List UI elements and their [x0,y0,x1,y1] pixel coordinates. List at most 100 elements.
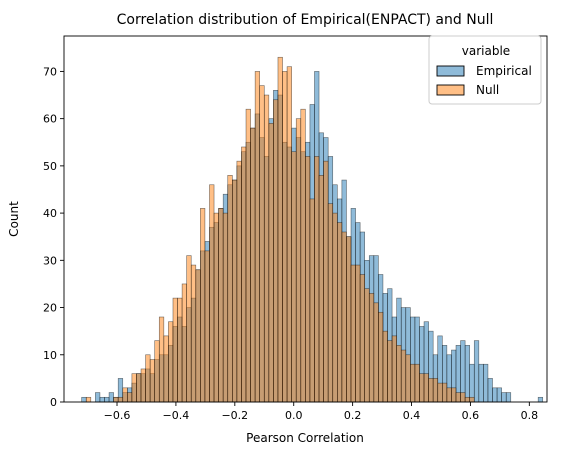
null-bar [286,66,292,403]
null-bar [122,387,128,403]
null-bar [341,231,347,403]
x-tick-label: 0.8 [521,409,539,422]
null-bar [250,127,256,403]
null-bar [222,212,229,403]
empirical-bar [501,392,507,403]
null-bar [273,99,279,403]
y-tick-label: 10 [43,349,57,362]
null-bar [423,373,429,403]
null-bar [291,151,297,403]
null-bar [318,175,324,403]
null-bar [455,392,461,403]
null-bar [464,396,470,403]
null-bar [378,311,384,403]
y-tick-label: 60 [43,113,57,126]
x-tick-label: 0.2 [344,409,362,422]
null-bar [168,321,174,403]
null-bar [368,293,375,403]
null-bar [254,71,260,403]
empirical-bar [505,392,512,403]
null-bar [446,387,452,403]
null-bar [428,378,434,403]
null-bar [469,396,475,403]
x-tick-label: −0.2 [221,409,248,422]
empirical-bar [473,340,480,403]
null-bar [213,212,219,403]
x-axis-label: Pearson Correlation [246,431,364,445]
null-bar [204,250,210,403]
y-tick-label: 20 [43,302,57,315]
empirical-bar [104,396,110,403]
chart-title: Correlation distribution of Empirical(EN… [117,12,494,28]
null-bar [227,175,233,403]
null-bar [300,108,306,403]
y-tick-label: 0 [50,396,57,409]
null-bar [309,198,315,403]
null-bar [209,184,215,403]
y-tick-label: 50 [43,160,57,173]
null-bar [117,396,124,403]
null-bar [190,264,197,403]
null-bar [259,85,265,403]
null-bar [400,349,407,403]
null-bar [177,297,183,403]
empirical-bar [99,396,105,403]
empirical-bar [537,396,544,403]
null-bar [263,94,270,403]
null-bar [382,330,388,403]
null-bar [364,288,370,403]
y-tick-label: 70 [43,65,57,78]
null-bar [410,363,416,403]
null-bar [337,222,343,403]
null-bar [432,378,439,403]
y-axis: 0 10 20 30 40 50 60 70 [43,65,64,409]
null-bar [131,373,137,403]
legend-label: Empirical [476,64,532,78]
legend: variable Empirical Null [428,35,542,105]
null-bar [163,335,169,403]
y-tick-label: 40 [43,207,57,220]
legend-items: Empirical Null [436,64,532,97]
null-bar [419,373,425,403]
empirical-bar [483,363,489,403]
null-bar [323,160,329,403]
null-bar [172,297,178,403]
legend-title: variable [462,44,510,58]
null-bar [460,392,466,403]
x-tick-label: 0.4 [403,409,421,422]
null-bar [154,340,160,403]
null-bar [391,335,397,403]
bars-layer [81,56,544,403]
null-bar [85,396,92,403]
null-bar [441,382,448,403]
empirical-bar [108,392,114,403]
null-bar [332,212,338,403]
null-bar [113,396,119,403]
null-bar [405,354,411,403]
null-bar [145,354,151,403]
null-bar [200,208,206,403]
null-bar [437,382,443,403]
null-bar [396,345,402,403]
null-bar [140,368,146,403]
null-bar [305,156,311,403]
null-bar [314,156,320,403]
legend-label: Null [476,83,499,97]
empirical-bar [469,363,475,403]
null-bar [232,179,238,403]
null-bar [149,359,155,403]
null-bar [327,203,334,403]
null-bar [158,316,165,403]
null-bar [236,160,242,403]
null-bar [295,118,302,403]
empirical-bar [487,378,493,403]
null-bar [355,264,361,403]
empirical-bar [496,387,502,403]
null-bar [186,255,192,403]
null-bar [359,274,365,403]
null-bar [373,302,379,403]
null-bar [136,373,142,403]
null-bar [181,283,187,403]
null-bar [414,363,420,403]
